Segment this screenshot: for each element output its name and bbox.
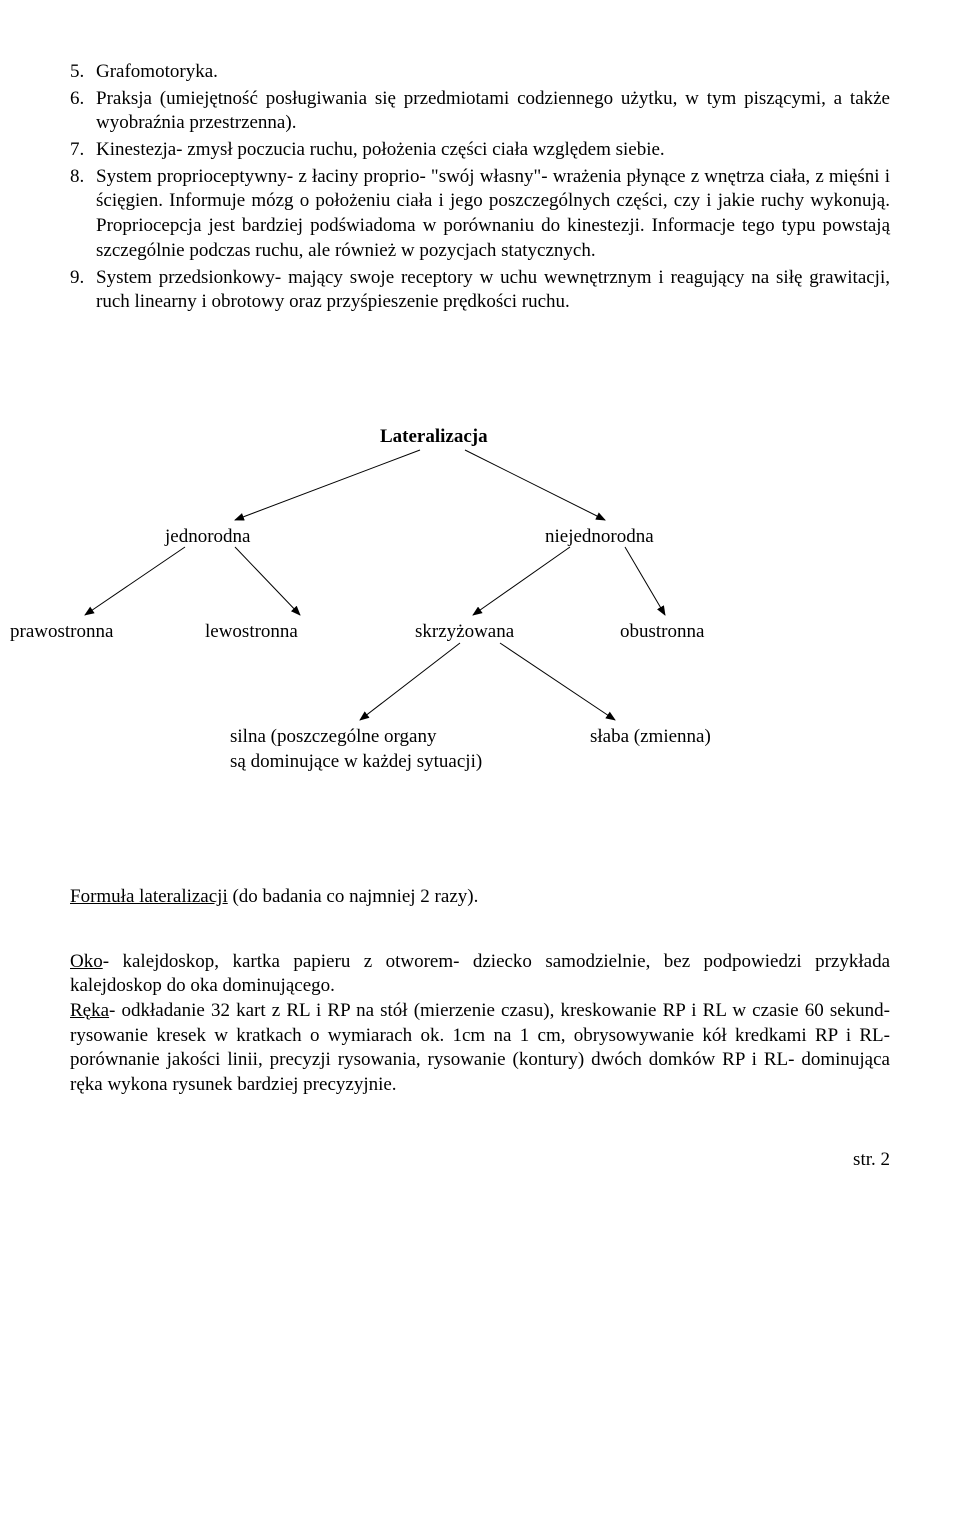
list-item: 6. Praksja (umiejętność posługiwania się… [70,87,890,136]
formula-underline: Formuła lateralizacji [70,886,228,907]
diagram-silna-line2: są dominujące w każdej sytuacji) [230,751,482,772]
lateralization-diagram: Lateralizacja jednorodna niejednorodna p… [70,425,890,805]
diagram-silna-line1: silna (poszczególne organy [230,726,436,747]
list-number: 5. [70,60,96,85]
diagram-node-prawostronna: prawostronna [10,620,113,645]
list-number: 7. [70,138,96,163]
list-item: 8. System proprioceptywny- z łaciny prop… [70,165,890,264]
list-item: 5. Grafomotoryka. [70,60,890,85]
diagram-node-niejednorodna: niejednorodna [545,525,654,550]
methods-paragraph: Oko- kalejdoskop, kartka papieru z otwor… [70,950,890,1098]
list-text: Praksja (umiejętność posługiwania się pr… [96,87,890,136]
oko-label: Oko [70,951,103,972]
list-text: System proprioceptywny- z łaciny proprio… [96,165,890,264]
diagram-node-obustronna: obustronna [620,620,704,645]
formula-suffix: (do badania co najmniej 2 razy). [228,886,479,907]
list-number: 9. [70,266,96,315]
diagram-node-skrzyzowana: skrzyżowana [415,620,514,645]
list-text: Kinestezja- zmysł poczucia ruchu, położe… [96,138,890,163]
diagram-node-jednorodna: jednorodna [165,525,250,550]
oko-text: - kalejdoskop, kartka papieru z otworem-… [70,951,890,997]
list-item: 7. Kinestezja- zmysł poczucia ruchu, poł… [70,138,890,163]
reka-label: Ręka [70,1000,109,1021]
diagram-root: Lateralizacja [380,425,488,450]
reka-text: - odkładanie 32 kart z RL i RP na stół (… [70,1000,890,1095]
numbered-list: 5. Grafomotoryka. 6. Praksja (umiejętnoś… [70,60,890,315]
list-number: 6. [70,87,96,136]
diagram-node-silna: silna (poszczególne organy są dominujące… [230,725,482,774]
diagram-node-slaba: słaba (zmienna) [590,725,711,750]
list-text: Grafomotoryka. [96,60,890,85]
formula-heading: Formuła lateralizacji (do badania co naj… [70,885,890,910]
list-text: System przedsionkowy- mający swoje recep… [96,266,890,315]
list-item: 9. System przedsionkowy- mający swoje re… [70,266,890,315]
list-number: 8. [70,165,96,264]
diagram-node-lewostronna: lewostronna [205,620,298,645]
page-footer: str. 2 [70,1148,890,1173]
